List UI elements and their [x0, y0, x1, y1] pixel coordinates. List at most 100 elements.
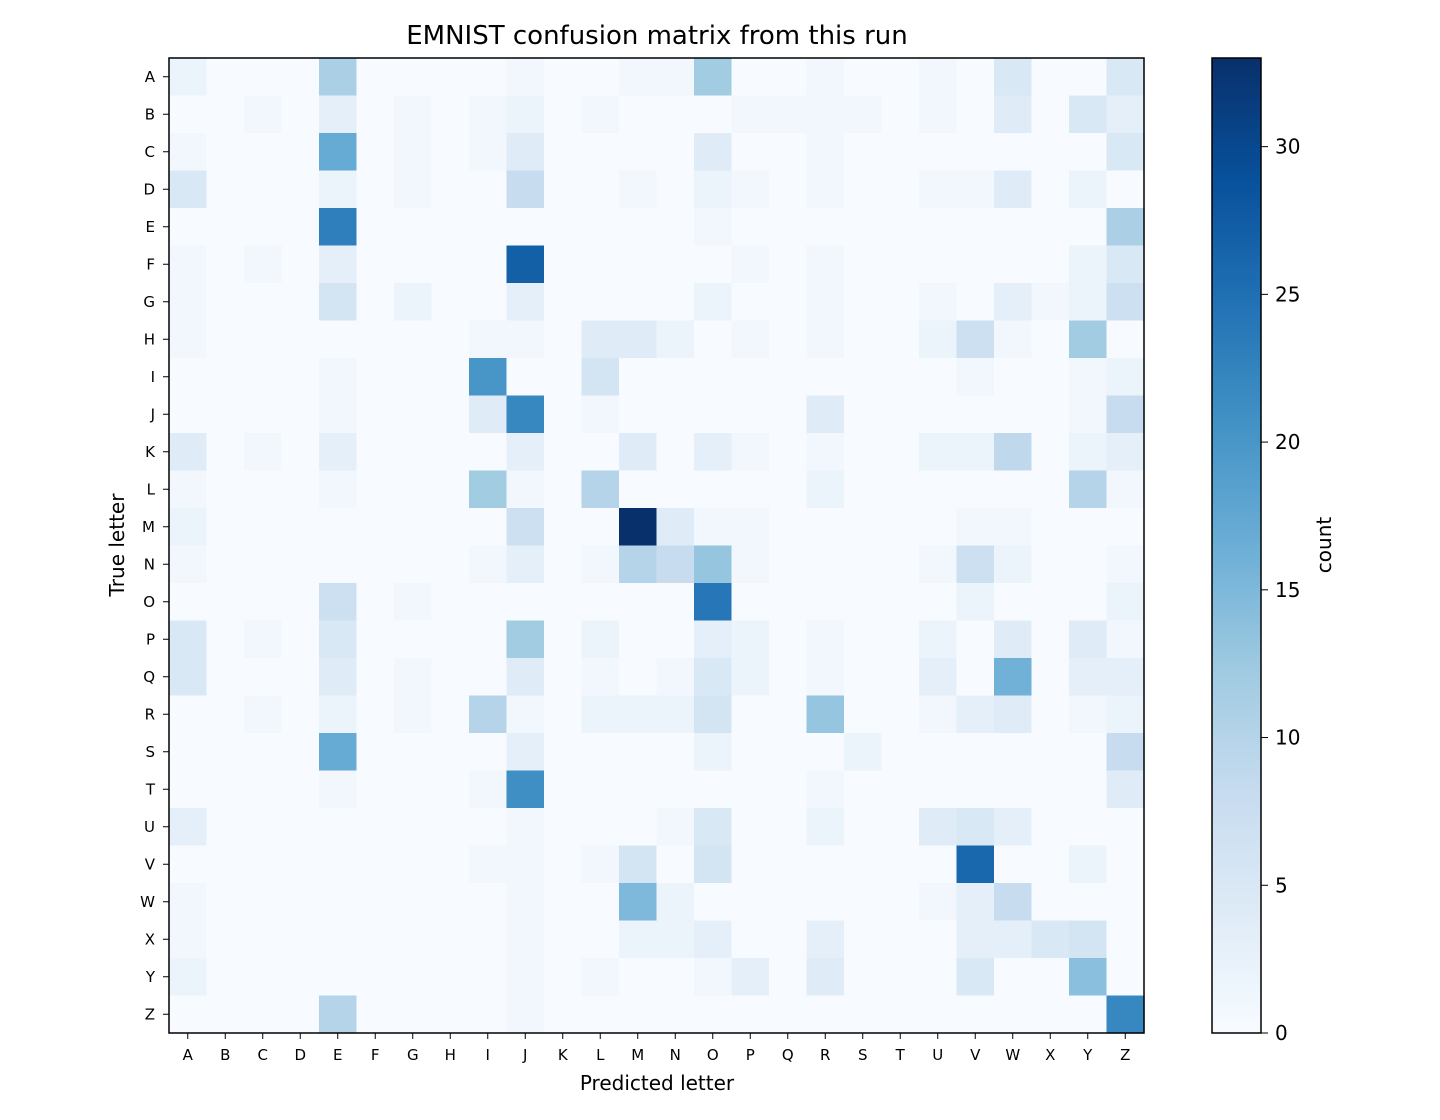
heatmap-cell-D-Q [769, 170, 808, 209]
heatmap-cell-Z-K [544, 995, 583, 1034]
heatmap-cell-J-R [806, 395, 845, 434]
heatmap-cell-H-Y [1069, 320, 1108, 359]
heatmap-cell-T-L [581, 770, 620, 809]
heatmap-cell-K-G [394, 433, 433, 472]
heatmap-cell-B-Q [769, 95, 808, 134]
heatmap-cell-S-B [206, 733, 245, 772]
heatmap-cell-N-L [581, 545, 620, 584]
heatmap-cell-V-N [656, 845, 695, 884]
heatmap-cell-H-G [394, 320, 433, 359]
heatmap-cell-W-X [1031, 883, 1070, 922]
heatmap-cell-S-G [394, 733, 433, 772]
heatmap-cell-G-I [469, 283, 508, 322]
heatmap-cell-U-I [469, 808, 508, 847]
heatmap-cell-Q-T [881, 658, 920, 697]
heatmap-cell-N-B [206, 545, 245, 584]
heatmap-cell-Z-C [244, 995, 283, 1034]
heatmap-cell-N-A [169, 545, 208, 584]
heatmap-cell-N-F [356, 545, 395, 584]
heatmap-cell-Y-A [169, 958, 208, 997]
heatmap-cell-Z-A [169, 995, 208, 1034]
heatmap-cell-V-Y [1069, 845, 1108, 884]
heatmap-cell-F-Z [1106, 245, 1145, 284]
heatmap-cell-J-L [581, 395, 620, 434]
heatmap-cell-C-Y [1069, 133, 1108, 172]
heatmap-cell-M-W [994, 508, 1033, 547]
heatmap-cell-Y-M [619, 958, 658, 997]
heatmap-cell-I-K [544, 358, 583, 397]
heatmap-cell-B-D [281, 95, 320, 134]
heatmap-cell-X-F [356, 920, 395, 959]
heatmap-cell-U-T [881, 808, 920, 847]
heatmap-cell-H-S [844, 320, 883, 359]
heatmap-cell-P-V [956, 620, 995, 659]
heatmap-cell-C-Z [1106, 133, 1145, 172]
heatmap-cell-S-A [169, 733, 208, 772]
heatmap-cell-E-D [281, 208, 320, 247]
heatmap-cell-Q-A [169, 658, 208, 697]
heatmap-cell-U-Z [1106, 808, 1145, 847]
heatmap-cell-X-Y [1069, 920, 1108, 959]
heatmap-cell-K-E [319, 433, 358, 472]
heatmap-cell-C-B [206, 133, 245, 172]
heatmap-cell-N-D [281, 545, 320, 584]
heatmap-cell-B-J [506, 95, 545, 134]
heatmap-cell-A-K [544, 58, 583, 97]
heatmap-cell-O-O [694, 583, 733, 622]
heatmap-cell-R-G [394, 695, 433, 734]
heatmap-cell-I-S [844, 358, 883, 397]
heatmap-cell-R-R [806, 695, 845, 734]
heatmap-cell-C-N [656, 133, 695, 172]
heatmap-cell-I-U [919, 358, 958, 397]
y-tick-label: L [147, 480, 156, 498]
heatmap-cell-Y-Q [769, 958, 808, 997]
heatmap-cell-S-H [431, 733, 470, 772]
heatmap-cell-M-N [656, 508, 695, 547]
heatmap-cell-J-M [619, 395, 658, 434]
heatmap-cell-R-O [694, 695, 733, 734]
heatmap-cell-Y-R [806, 958, 845, 997]
heatmap-cell-V-S [844, 845, 883, 884]
heatmap-cell-T-J [506, 770, 545, 809]
heatmap-cell-Z-Y [1069, 995, 1108, 1034]
x-axis-label: Predicted letter [580, 1071, 735, 1095]
heatmap-cell-Z-D [281, 995, 320, 1034]
heatmap-cell-H-J [506, 320, 545, 359]
heatmap-cell-Q-X [1031, 658, 1070, 697]
heatmap-cell-G-V [956, 283, 995, 322]
heatmap-cell-C-O [694, 133, 733, 172]
heatmap-cell-F-D [281, 245, 320, 284]
heatmap-cell-Y-C [244, 958, 283, 997]
heatmap-cell-E-C [244, 208, 283, 247]
heatmap-cell-D-A [169, 170, 208, 209]
heatmap-cell-V-E [319, 845, 358, 884]
heatmap-cell-A-P [731, 58, 770, 97]
heatmap-cell-A-T [881, 58, 920, 97]
heatmap-cell-Z-I [469, 995, 508, 1034]
heatmap-cells [169, 58, 1145, 1034]
heatmap-cell-M-H [431, 508, 470, 547]
heatmap-cell-M-K [544, 508, 583, 547]
heatmap-cell-O-R [806, 583, 845, 622]
heatmap-cell-A-M [619, 58, 658, 97]
x-tick-label: R [820, 1046, 830, 1064]
heatmap-cell-I-Q [769, 358, 808, 397]
heatmap-cell-H-P [731, 320, 770, 359]
heatmap-cell-O-I [469, 583, 508, 622]
heatmap-cell-Y-Z [1106, 958, 1145, 997]
heatmap-cell-P-T [881, 620, 920, 659]
heatmap-cell-J-Q [769, 395, 808, 434]
x-tick-label: O [707, 1046, 719, 1064]
heatmap-cell-U-J [506, 808, 545, 847]
heatmap-cell-G-B [206, 283, 245, 322]
heatmap-cell-R-Y [1069, 695, 1108, 734]
heatmap-cell-B-V [956, 95, 995, 134]
heatmap-cell-B-M [619, 95, 658, 134]
heatmap-cell-Q-P [731, 658, 770, 697]
heatmap-cell-J-F [356, 395, 395, 434]
heatmap-cell-I-X [1031, 358, 1070, 397]
heatmap-cell-V-L [581, 845, 620, 884]
heatmap-cell-E-Y [1069, 208, 1108, 247]
heatmap-cell-D-J [506, 170, 545, 209]
heatmap-cell-D-M [619, 170, 658, 209]
